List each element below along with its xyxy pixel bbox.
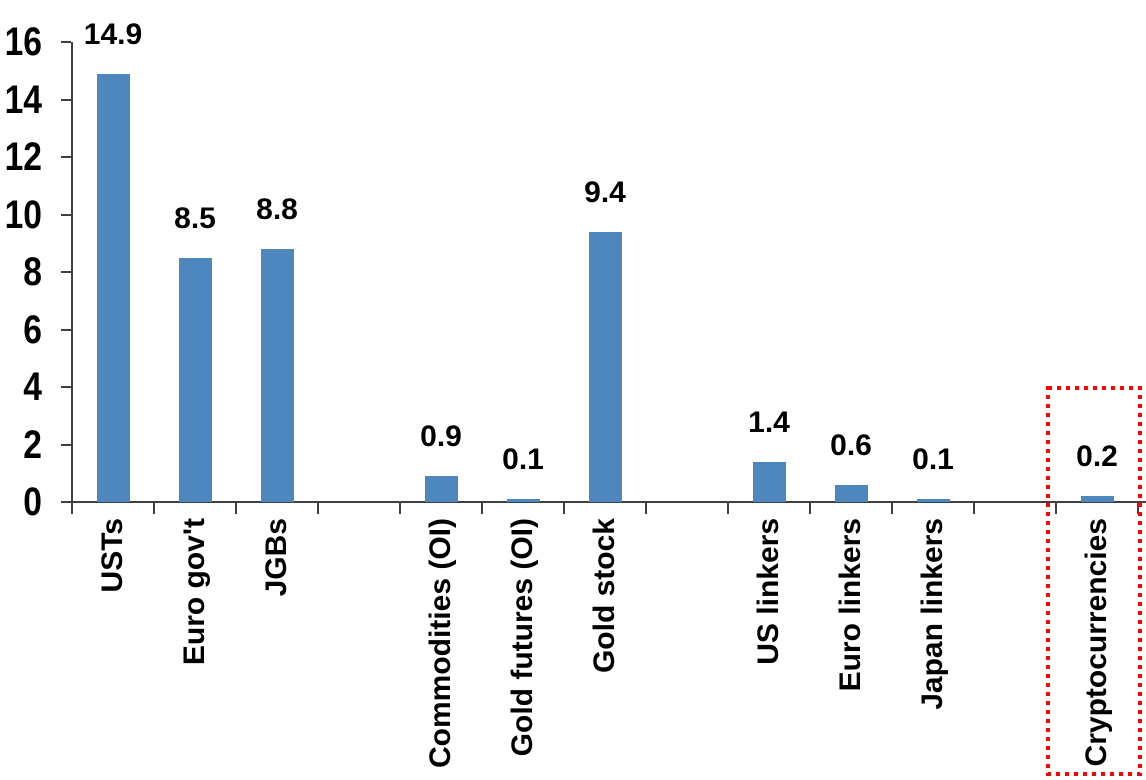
highlight-box-rect	[1046, 386, 1142, 776]
y-axis-tick-label: 2	[23, 422, 42, 467]
y-tick	[61, 328, 71, 331]
category-label: USTs	[96, 518, 129, 593]
bar	[1080, 496, 1114, 502]
x-tick	[317, 502, 319, 514]
y-tick	[61, 156, 71, 158]
y-tick	[61, 41, 71, 43]
y-axis-tick-label: 16	[4, 20, 42, 64]
category-label: Euro gov't	[178, 518, 211, 666]
category-label: Japan linkers	[916, 518, 949, 710]
y-axis-tick-label: 14	[4, 77, 42, 122]
x-tick	[891, 502, 893, 514]
bar-value-label: 14.9	[83, 18, 143, 51]
bar	[752, 462, 786, 502]
category-label: Gold futures (OI)	[506, 518, 539, 757]
bar-value-label: 8.8	[256, 193, 298, 226]
y-axis-tick-label: 6	[23, 307, 42, 352]
bar-value-label: 1.4	[748, 406, 790, 439]
y-axis-tick-label: 12	[4, 135, 42, 179]
x-axis-line	[71, 501, 1146, 503]
y-tick	[61, 501, 71, 503]
y-tick	[61, 213, 71, 216]
y-tick	[61, 443, 71, 446]
x-tick	[809, 502, 811, 514]
bar	[588, 232, 622, 502]
y-axis-tick-label: 8	[23, 250, 42, 294]
y-axis-tick-label: 4	[23, 365, 42, 409]
bar	[506, 499, 540, 502]
bar	[260, 249, 294, 502]
x-tick	[645, 502, 647, 514]
y-axis-tick-label: 0	[23, 480, 42, 524]
x-tick	[973, 502, 975, 514]
bar	[178, 258, 212, 502]
y-tick	[61, 98, 71, 101]
bar	[916, 499, 950, 502]
x-tick	[727, 502, 729, 514]
category-label: Euro linkers	[834, 518, 867, 692]
category-label: Gold stock	[588, 518, 621, 674]
x-tick	[235, 502, 237, 514]
x-tick	[1137, 502, 1139, 514]
highlight-box	[1046, 386, 1142, 776]
y-axis-tick-label: 10	[4, 192, 42, 237]
bar-value-label: 0.1	[502, 443, 544, 476]
x-tick	[71, 502, 73, 514]
category-label: Commodities (OI)	[424, 518, 457, 769]
bar-value-label: 0.2	[1076, 440, 1118, 473]
x-tick	[153, 502, 155, 514]
y-tick	[61, 271, 71, 273]
x-tick	[1055, 502, 1057, 514]
bar	[424, 476, 458, 502]
x-tick	[399, 502, 401, 514]
bar-value-label: 0.9	[420, 420, 462, 453]
bar	[834, 485, 868, 502]
bar-value-label: 8.5	[174, 202, 216, 235]
category-label: US linkers	[752, 518, 785, 665]
bar-value-label: 9.4	[584, 176, 626, 209]
x-tick	[563, 502, 565, 514]
category-label: JGBs	[260, 518, 293, 597]
bar-value-label: 0.6	[830, 429, 872, 462]
y-tick	[61, 386, 71, 388]
y-axis-line	[71, 42, 73, 512]
bar-value-label: 0.1	[912, 443, 954, 476]
x-tick	[481, 502, 483, 514]
bar	[96, 74, 130, 502]
